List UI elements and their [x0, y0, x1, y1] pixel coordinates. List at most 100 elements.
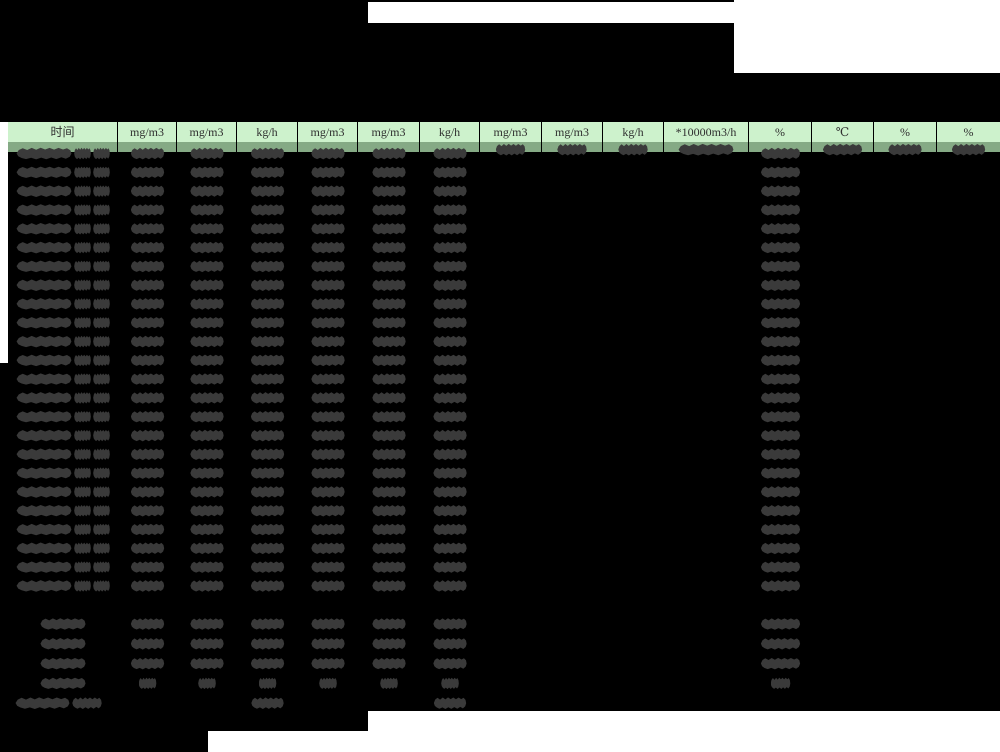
redacted-timestamp — [93, 373, 110, 385]
table-cell — [358, 614, 420, 634]
table-cell — [874, 388, 937, 407]
table-cell — [874, 558, 937, 577]
column-header-label: mg/m3 — [480, 122, 541, 142]
redacted-timestamp — [16, 147, 110, 160]
redacted-cell-value — [760, 504, 801, 517]
table-cell — [664, 614, 749, 634]
redacted-cell-value — [130, 373, 165, 385]
table-cell — [812, 257, 874, 276]
table-cell — [420, 539, 480, 558]
table-cell — [749, 294, 812, 313]
table-cell — [237, 351, 298, 370]
table-cell — [237, 614, 298, 634]
redacted-timestamp — [74, 486, 91, 498]
redacted-timestamp — [16, 316, 72, 329]
column-header-band — [664, 142, 748, 156]
redacted-cell-value — [311, 410, 345, 423]
table-cell — [937, 520, 1000, 539]
table-cell — [937, 276, 1000, 295]
redacted-timestamp — [16, 504, 72, 517]
redacted-cell-value — [311, 542, 345, 555]
redacted-cell-value — [433, 580, 467, 592]
redacted-timestamp — [74, 542, 91, 555]
table-cell — [812, 634, 874, 654]
redacted-timestamp — [16, 354, 110, 367]
redacted-timestamp — [74, 429, 91, 442]
redacted-cell-value — [433, 279, 467, 291]
table-row — [8, 539, 1000, 558]
table-cell — [542, 501, 603, 520]
redacted-summary-value — [250, 657, 285, 670]
table-cell — [542, 539, 603, 558]
table-cell — [542, 257, 603, 276]
redacted-cell-value — [130, 504, 165, 517]
column-header-band — [8, 142, 117, 152]
redacted-cell-value — [250, 410, 285, 423]
table-cell — [937, 673, 1000, 693]
table-cell — [603, 693, 664, 713]
table-cell — [420, 200, 480, 219]
table-cell — [8, 520, 118, 539]
redacted-cell-value — [760, 373, 801, 385]
table-cell — [237, 407, 298, 426]
table-cell — [812, 464, 874, 483]
table-cell — [542, 634, 603, 654]
redacted-cell-value — [433, 429, 467, 442]
table-cell — [542, 144, 603, 163]
redacted-cell-value — [372, 429, 406, 442]
redacted-first-row-value — [678, 143, 734, 156]
column-header-band — [542, 142, 602, 156]
table-cell — [118, 219, 177, 238]
table-cell — [480, 332, 542, 351]
redacted-summary-value — [760, 657, 801, 670]
table-cell — [237, 163, 298, 182]
table-cell — [664, 407, 749, 426]
table-cell — [937, 482, 1000, 501]
redacted-cell-value — [433, 354, 467, 367]
table-cell — [937, 576, 1000, 595]
redacted-summary-label — [40, 618, 86, 630]
redacted-timestamp — [74, 147, 91, 160]
table-cell — [420, 238, 480, 257]
redacted-cell-value — [372, 147, 406, 160]
redacted-cell-value — [372, 279, 406, 291]
table-cell — [542, 313, 603, 332]
redacted-timestamp — [93, 561, 110, 573]
redacted-timestamp — [16, 448, 110, 461]
table-cell — [664, 200, 749, 219]
table-cell — [480, 520, 542, 539]
table-cell — [603, 238, 664, 257]
table-cell — [358, 654, 420, 674]
table-cell — [664, 388, 749, 407]
redacted-cell-value — [250, 429, 285, 442]
table-cell — [118, 426, 177, 445]
table-cell — [542, 351, 603, 370]
table-cell — [8, 634, 118, 654]
redacted-cell-value — [130, 222, 165, 235]
redacted-timestamp — [74, 523, 91, 536]
redacted-timestamp — [16, 316, 110, 329]
redacted-cell-value — [433, 185, 467, 197]
table-cell — [664, 163, 749, 182]
table-cell — [177, 294, 237, 313]
redacted-timestamp — [16, 542, 72, 555]
table-cell — [749, 219, 812, 238]
redacted-cell-value — [250, 166, 285, 179]
table-cell — [177, 539, 237, 558]
table-cell — [812, 182, 874, 201]
table-cell — [8, 614, 118, 634]
redacted-cell-value — [250, 580, 285, 592]
table-cell — [480, 576, 542, 595]
redacted-timestamp — [16, 391, 110, 404]
table-cell — [480, 238, 542, 257]
column-header-band — [118, 142, 176, 152]
table-cell — [8, 501, 118, 520]
redacted-cell-value — [130, 561, 165, 573]
table-cell — [118, 520, 177, 539]
redacted-cell-value — [311, 204, 345, 216]
table-cell — [420, 163, 480, 182]
table-cell — [664, 313, 749, 332]
table-cell — [237, 634, 298, 654]
redacted-cell-value — [130, 467, 165, 479]
redacted-timestamp — [74, 580, 91, 592]
